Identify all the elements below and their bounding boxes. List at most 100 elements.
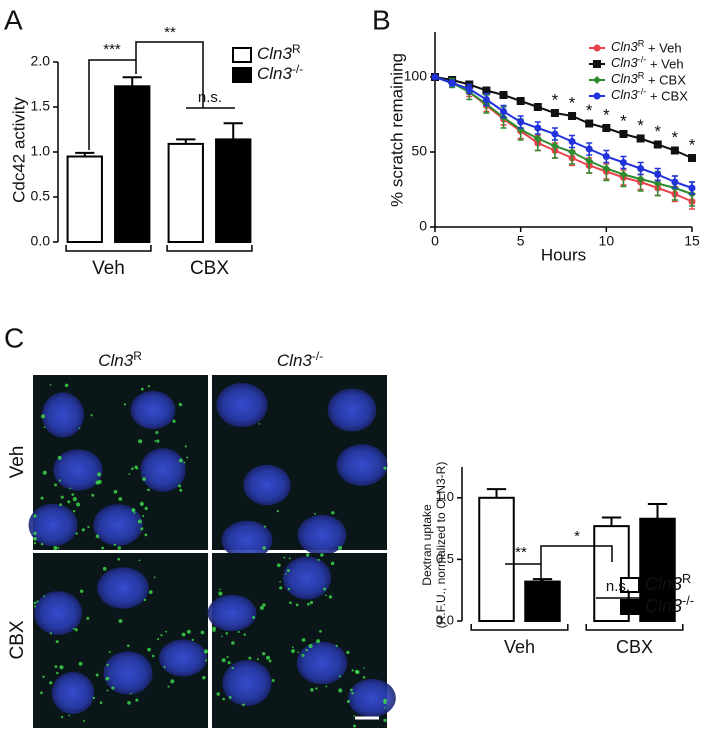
panel-label: C [4,322,24,353]
point [482,86,491,95]
vesicle [222,697,226,701]
vesicle [123,403,127,406]
vesicle [33,531,37,536]
vesicle [288,557,291,560]
point [619,130,628,138]
vesicle [108,650,111,653]
y-axis-label: (R.F.U., normalized to CLN3-R) [434,462,448,629]
point [585,119,594,128]
vesicle [383,718,387,722]
point [619,159,627,166]
annotation: * [586,101,593,120]
vesicle [289,601,292,605]
vesicle [178,402,183,407]
vesicle [127,701,131,705]
vesicle [79,589,84,593]
point [551,130,559,138]
point [534,124,542,132]
vesicle [117,546,121,550]
point [585,157,594,165]
vesicle [138,439,143,444]
vesicle [212,626,216,631]
vesicle [184,445,187,448]
vesicle [301,638,306,642]
vesicle [59,503,63,507]
vesicle [266,655,271,660]
vesicle [271,679,275,683]
vesicle [106,663,109,667]
nucleus [34,591,82,635]
significance-bracket [135,41,204,108]
vesicle [285,573,287,575]
legend-swatch [620,599,640,615]
vesicle [60,715,64,719]
vesicle [157,638,160,641]
vesicle [40,496,44,500]
vesicle [144,506,148,511]
vesicle [349,688,353,692]
vesicle [231,641,235,645]
vesicle [78,661,83,666]
annotation: * [569,93,576,112]
group-bracket [166,245,253,252]
legend-marker [593,44,601,52]
vesicle [137,519,142,524]
point [482,96,490,103]
vesicle [134,465,138,469]
vesicle [202,675,206,680]
vesicle [227,661,231,665]
vesicle [316,639,321,644]
bar [593,525,630,622]
y-tick-label: 50 [411,143,427,159]
vesicle [43,426,46,429]
vesicle [40,543,44,546]
vesicle [286,569,290,573]
nucleus [97,567,149,609]
vesicle [259,605,264,610]
nucleus [140,448,186,492]
vesicle [353,715,356,717]
vesicle [86,616,90,620]
vesicle [248,656,252,660]
vesicle [91,493,95,497]
vesicle [310,688,314,692]
vesicle [252,616,256,619]
point [568,112,577,120]
vesicle [113,489,118,494]
vesicle [40,691,43,695]
x-tick-label: CBX [616,637,653,657]
vesicle [291,649,295,653]
vesicle [338,688,343,693]
vesicle [323,587,327,591]
annotation: * [574,528,580,545]
vesicle [325,685,328,688]
vesicle [352,724,356,728]
vesicle [133,511,136,514]
panel-label: A [4,4,23,35]
vesicle [81,528,85,532]
vesicle [139,501,144,506]
y-tick-label: 0.0 [436,612,454,627]
vesicle [147,488,150,492]
vesicle [295,603,299,607]
vesicle [118,497,123,501]
vesicle [305,648,308,652]
vesicle [144,533,148,537]
annotation: * [672,128,679,147]
x-tick-label: Veh [504,637,535,657]
nucleus [207,594,257,632]
point [637,165,645,172]
vesicle [59,665,64,670]
group-bracket [470,624,569,631]
vesicle [148,590,153,594]
x-tick-label: 10 [599,233,615,249]
series-line [434,76,693,189]
point [585,145,593,153]
y-tick-label: 100 [404,68,428,84]
point [688,184,696,192]
point [499,91,508,99]
vesicle [67,500,71,504]
vesicle [320,553,324,557]
y-tick-label: 1.0 [436,489,454,504]
